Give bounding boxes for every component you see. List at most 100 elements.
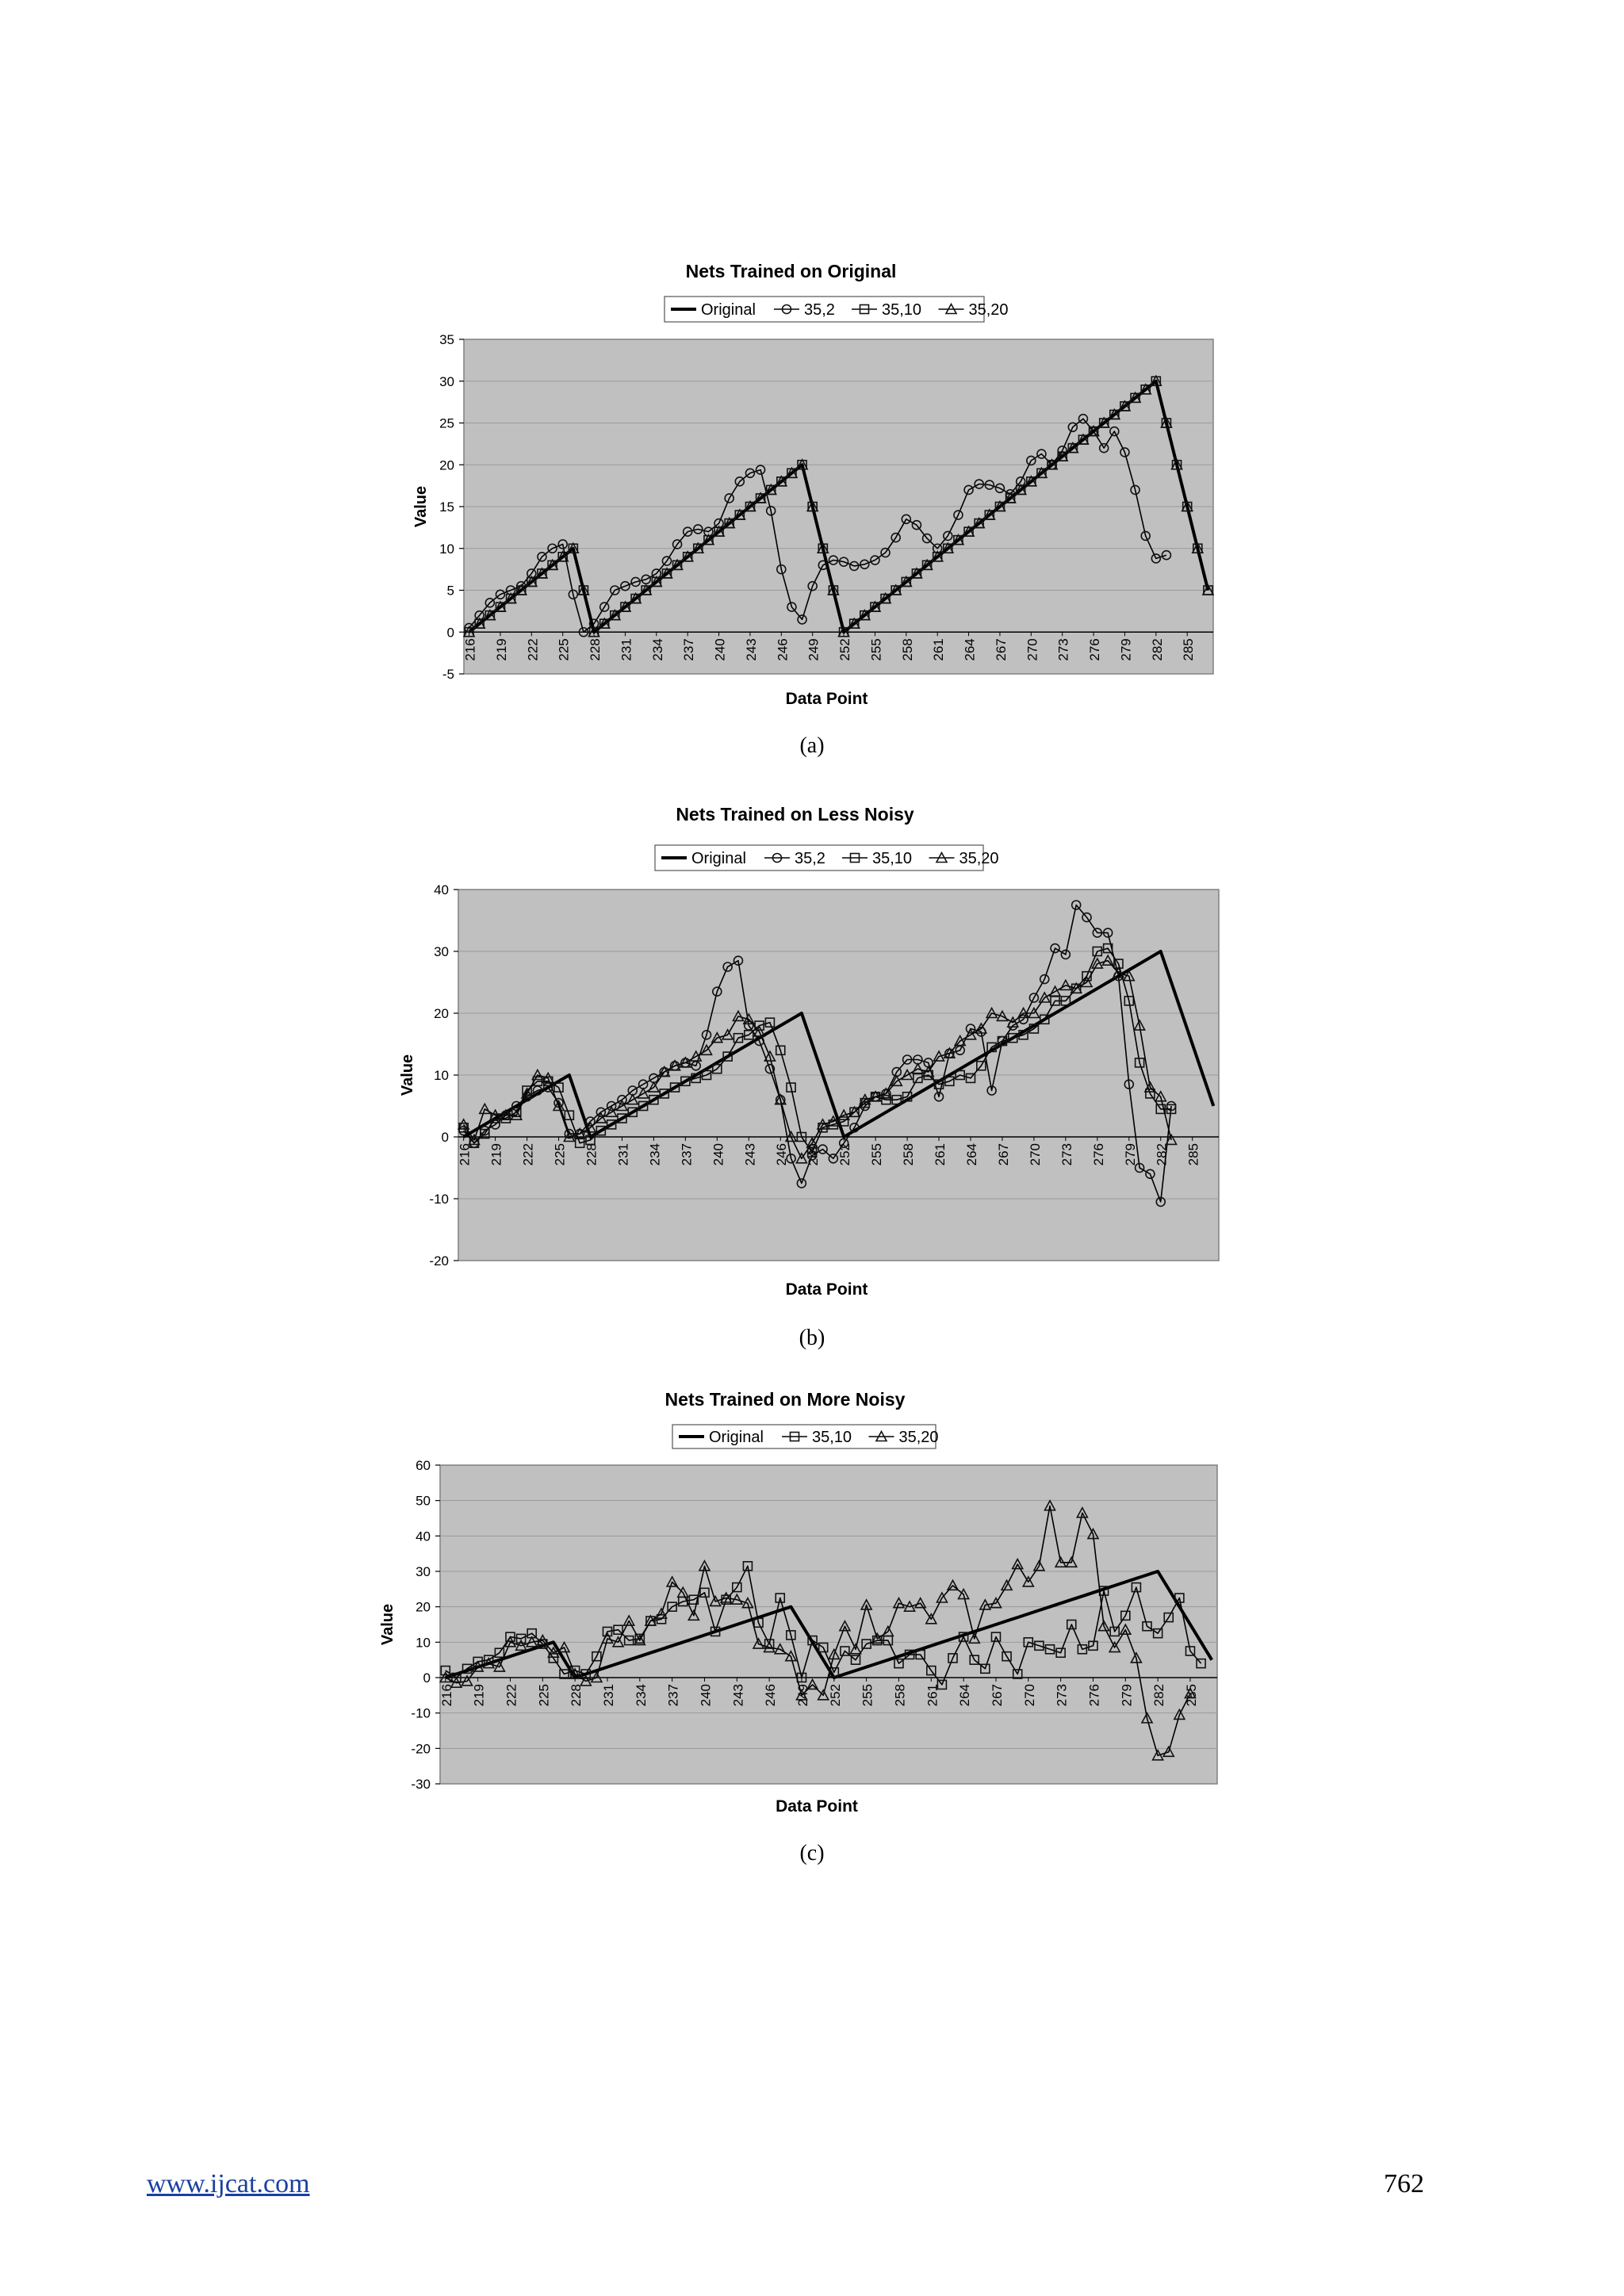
x-tick-label: 234 [634,1684,649,1706]
data-point [537,551,547,562]
data-point [933,1092,944,1102]
y-tick-label: 15 [439,499,454,515]
data-point [1076,1506,1089,1518]
data-point [1055,450,1069,462]
data-point [535,567,549,579]
data-point [994,499,1006,512]
x-tick-label: 252 [837,1143,852,1165]
data-point [1109,1626,1120,1637]
data-point [1134,1058,1145,1068]
y-tick-label: 35 [439,332,454,347]
data-point [473,1656,483,1667]
data-point [1060,996,1071,1006]
data-point [868,600,882,612]
y-tick-label: 60 [416,1458,431,1473]
data-point [691,1073,701,1084]
x-tick-label: 234 [650,638,665,660]
legend-label: Original [709,1429,764,1446]
data-point [682,526,693,537]
x-tick-label: 267 [994,638,1009,660]
data-point [1004,492,1017,503]
data-point [796,1131,807,1142]
y-axis-label: Value [399,1054,416,1096]
data-point [564,1128,575,1139]
data-point [457,1118,470,1130]
x-tick-label: 240 [713,638,728,660]
data-point [494,1647,505,1659]
y-tick-label: 10 [434,1068,449,1083]
data-point [797,614,807,625]
data-point [976,1061,986,1071]
data-point [610,585,620,595]
data-point [764,1050,776,1062]
data-point [860,1598,873,1610]
data-point [933,1079,944,1089]
data-point [1165,1133,1178,1146]
data-point [990,1632,1002,1642]
data-point [979,1598,992,1610]
data-point [870,555,880,565]
data-point [693,524,703,534]
footer-link[interactable]: www.ijcat.com [147,2169,310,2198]
data-point [626,1093,639,1105]
caption-b: (b) [799,1326,825,1350]
data-point [669,1082,680,1093]
data-point [1092,946,1103,957]
x-tick-label: 228 [588,638,603,660]
data-point [1054,1556,1067,1568]
data-point [698,1559,711,1571]
y-tick-label: 20 [439,457,454,473]
data-point [672,539,683,549]
chart-1: -5 0 5 10 15 20 25 30 35 216 219 222 225 228 231 234 237… [412,261,1215,708]
data-point [838,1620,852,1632]
data-point [784,1130,798,1142]
data-point [996,1009,1009,1022]
legend-marker [781,304,792,315]
data-point [552,1099,565,1112]
data-point [510,1108,523,1120]
data-point [547,1646,560,1659]
data-point [709,1594,722,1607]
y-tick-label: -20 [411,1741,431,1756]
data-point [719,1591,733,1603]
data-point [1124,996,1135,1006]
data-point [964,1028,977,1040]
x-tick-label: 279 [1119,1684,1134,1706]
x-tick-label: 246 [763,1684,778,1706]
x-tick-label: 273 [1059,1143,1074,1165]
data-point [764,1063,776,1074]
data-point [559,1669,569,1679]
data-point [722,516,736,529]
data-point [579,1674,592,1686]
data-point [795,1152,808,1164]
data-point [806,1678,819,1690]
data-point [1067,422,1078,433]
chart-title: Nets Trained on More Noisy [665,1389,906,1410]
data-point [699,1587,710,1598]
data-point [1124,1079,1135,1089]
data-point [967,1632,981,1644]
data-point [1044,1644,1055,1655]
data-point [569,1665,580,1676]
legend-marker [944,302,958,315]
x-tick-label: 246 [774,1143,789,1165]
series-35-10 [440,1561,1206,1690]
x-tick-label: 216 [439,1684,454,1706]
data-point [776,564,787,575]
legend-marker [772,852,783,863]
data-point [936,1679,948,1690]
legend: Original 35,2 35,10 35,20 [664,296,1009,323]
data-point [622,1614,636,1626]
data-point [505,1632,515,1642]
data-point [958,1632,969,1642]
data-point [840,1646,850,1656]
data-point [753,1617,764,1628]
data-point [461,1674,473,1686]
data-point [1066,441,1079,453]
data-point [688,1609,700,1621]
chart-title: Nets Trained on Less Noisy [676,804,914,825]
legend-marker [859,304,870,315]
x-axis-label: Data Point [786,690,868,708]
data-point [1011,1557,1025,1570]
